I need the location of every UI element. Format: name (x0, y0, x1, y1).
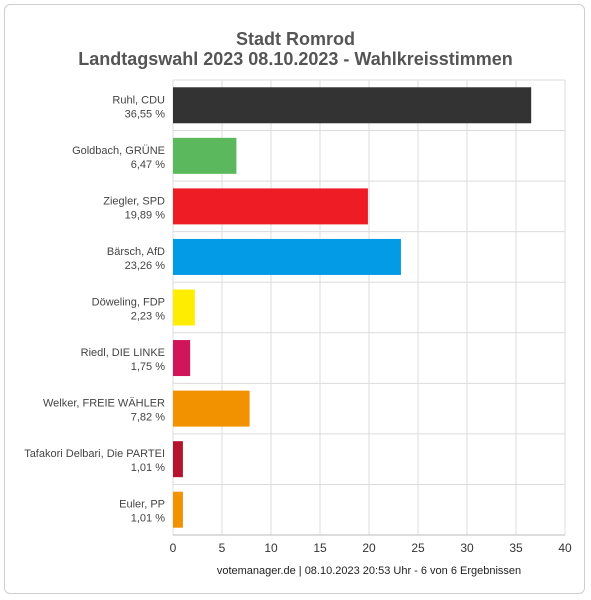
value-label: 2,23 % (131, 311, 165, 323)
category-label: Bärsch, AfD (107, 246, 165, 258)
category-label: Goldbach, GRÜNE (72, 145, 165, 157)
x-tick-label: 0 (170, 541, 177, 555)
category-label: Euler, PP (119, 499, 165, 511)
x-tick-label: 30 (460, 541, 474, 555)
chart-title: Stadt Romrod (236, 29, 355, 49)
x-tick-label: 25 (411, 541, 425, 555)
x-tick-label: 40 (558, 541, 572, 555)
footer-source: votemanager.de | 08.10.2023 20:53 Uhr - … (216, 565, 522, 577)
value-label: 19,89 % (125, 209, 166, 221)
x-tick-label: 15 (313, 541, 327, 555)
category-label: Welker, FREIE WÄHLER (43, 398, 165, 410)
x-tick-label: 20 (362, 541, 376, 555)
category-label: Riedl, DIE LINKE (81, 347, 165, 359)
value-label: 36,55 % (125, 108, 166, 120)
value-label: 23,26 % (125, 260, 166, 272)
value-label: 6,47 % (131, 159, 165, 171)
x-tick-label: 5 (219, 541, 226, 555)
value-label: 1,01 % (131, 513, 165, 525)
bar (173, 87, 532, 124)
value-label: 1,75 % (131, 361, 165, 373)
category-label: Tafakori Delbari, Die PARTEI (24, 448, 165, 460)
bar (173, 289, 195, 326)
x-tick-label: 10 (264, 541, 278, 555)
bar (173, 340, 191, 377)
value-label: 1,01 % (131, 462, 165, 474)
category-label: Döweling, FDP (92, 297, 165, 309)
bar (173, 441, 183, 478)
chart-subtitle: Landtagswahl 2023 08.10.2023 - Wahlkreis… (78, 49, 513, 69)
x-tick-label: 35 (509, 541, 523, 555)
bar (173, 137, 237, 174)
category-label: Ruhl, CDU (112, 94, 165, 106)
bar (173, 390, 250, 427)
bar (173, 491, 183, 528)
category-label: Ziegler, SPD (103, 195, 165, 207)
bar (173, 238, 401, 275)
bar (173, 188, 368, 225)
value-label: 7,82 % (131, 412, 165, 424)
